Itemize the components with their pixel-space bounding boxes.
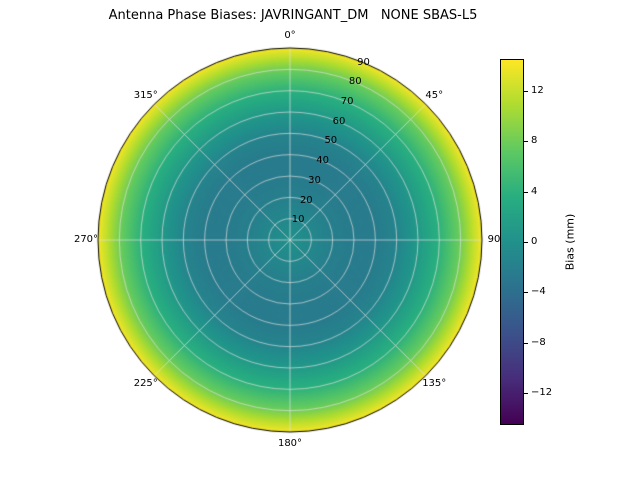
colorbar-tick <box>524 393 528 395</box>
radial-tick-label: 60 <box>332 115 346 127</box>
colorbar-label: Bias (mm) <box>563 213 577 271</box>
angular-tick-label: 45° <box>425 89 444 101</box>
angular-tick-label: 90 <box>487 234 501 245</box>
radial-tick-label: 30 <box>308 174 321 186</box>
colorbar-tick <box>524 191 528 193</box>
radial-tick-label: 80 <box>348 76 362 88</box>
angular-tick-label: 315° <box>133 89 158 101</box>
colorbar-tick-label: 4 <box>531 185 538 197</box>
colorbar-tick <box>524 90 528 92</box>
angular-tick-label: 270° <box>73 234 99 245</box>
colorbar-tick-label: −12 <box>531 387 553 399</box>
colorbar-tick-label: −8 <box>531 336 546 348</box>
radial-tick-label: 10 <box>291 214 305 226</box>
colorbar <box>500 59 524 425</box>
radial-tick-label: 40 <box>316 155 330 167</box>
angular-tick-label: 0° <box>284 30 296 41</box>
radial-tick-label: 50 <box>324 135 338 147</box>
colorbar-tick <box>524 242 528 243</box>
angular-tick-label: 135° <box>422 378 447 390</box>
colorbar-tick-label: 8 <box>531 135 538 147</box>
polar-heatmap-canvas <box>90 40 490 440</box>
angular-tick-label: 180° <box>277 438 303 449</box>
colorbar-tick-label: −4 <box>531 286 546 298</box>
chart-title: Antenna Phase Biases: JAVRINGANT_DM NONE… <box>108 8 478 23</box>
colorbar-tick-label: 12 <box>531 84 544 96</box>
radial-tick-label: 20 <box>299 194 313 206</box>
radial-tick-label: 70 <box>340 96 354 108</box>
colorbar-tick <box>524 141 528 143</box>
colorbar-tick <box>524 342 528 344</box>
radial-tick-label: 90 <box>357 56 370 68</box>
colorbar-tick <box>524 292 528 294</box>
colorbar-tick-label: 0 <box>531 236 538 247</box>
angular-tick-label: 225° <box>133 378 158 390</box>
